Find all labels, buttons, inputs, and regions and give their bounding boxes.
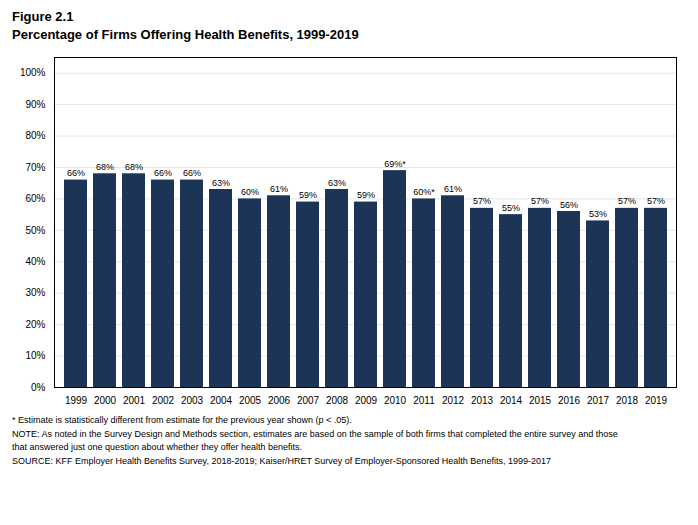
svg-text:2011: 2011 xyxy=(413,395,435,406)
svg-text:0%: 0% xyxy=(31,382,46,393)
svg-text:66%: 66% xyxy=(67,168,85,178)
svg-text:59%: 59% xyxy=(357,190,375,200)
svg-text:61%: 61% xyxy=(270,184,288,194)
svg-text:2002: 2002 xyxy=(152,395,175,406)
svg-text:90%: 90% xyxy=(25,99,45,110)
svg-text:2008: 2008 xyxy=(326,395,349,406)
svg-text:69%*: 69%* xyxy=(384,159,406,169)
svg-text:2019: 2019 xyxy=(645,395,668,406)
svg-text:50%: 50% xyxy=(25,225,45,236)
svg-text:55%: 55% xyxy=(502,203,520,213)
svg-text:63%: 63% xyxy=(328,178,346,188)
svg-text:57%: 57% xyxy=(647,196,665,206)
svg-text:2001: 2001 xyxy=(123,395,146,406)
html-text:Figure 2.1: Figure 2.1 xyxy=(12,9,74,24)
svg-text:53%: 53% xyxy=(589,209,607,219)
html-text:SOURCE: KFF Employer Health Be: SOURCE: KFF Employer Health Benefits Sur… xyxy=(12,456,551,467)
svg-text:2012: 2012 xyxy=(442,395,465,406)
svg-text:60%: 60% xyxy=(25,193,45,204)
svg-text:68%: 68% xyxy=(125,162,143,172)
svg-text:2015: 2015 xyxy=(529,395,552,406)
svg-text:80%: 80% xyxy=(25,130,45,141)
svg-text:100%: 100% xyxy=(20,68,46,79)
svg-text:57%: 57% xyxy=(473,196,491,206)
html-text:that answered just one questio: that answered just one question about wh… xyxy=(12,442,302,453)
svg-text:60%*: 60%* xyxy=(413,187,435,197)
svg-text:1999: 1999 xyxy=(65,395,88,406)
svg-text:63%: 63% xyxy=(212,178,230,188)
html-text:Percentage of Firms Offering H: Percentage of Firms Offering Health Bene… xyxy=(12,26,359,42)
svg-text:66%: 66% xyxy=(183,168,201,178)
svg-text:68%: 68% xyxy=(96,162,114,172)
svg-text:61%: 61% xyxy=(444,184,462,194)
svg-text:2005: 2005 xyxy=(239,395,262,406)
html-text:* Estimate is statistically di: * Estimate is statistically different fr… xyxy=(12,415,352,426)
svg-text:57%: 57% xyxy=(618,196,636,206)
svg-text:2004: 2004 xyxy=(210,395,233,406)
html-text:NOTE: As noted in the Survey D: NOTE: As noted in the Survey Design and … xyxy=(12,428,618,439)
svg-text:70%: 70% xyxy=(25,162,45,173)
svg-text:59%: 59% xyxy=(299,190,317,200)
svg-text:20%: 20% xyxy=(25,319,45,330)
svg-text:2014: 2014 xyxy=(500,395,523,406)
svg-text:57%: 57% xyxy=(531,196,549,206)
svg-text:2009: 2009 xyxy=(355,395,378,406)
svg-text:2018: 2018 xyxy=(616,395,639,406)
svg-text:66%: 66% xyxy=(154,168,172,178)
svg-text:2000: 2000 xyxy=(94,395,117,406)
svg-text:2007: 2007 xyxy=(297,395,320,406)
svg-text:2003: 2003 xyxy=(181,395,204,406)
svg-text:10%: 10% xyxy=(25,350,45,361)
svg-text:30%: 30% xyxy=(25,288,45,299)
svg-text:2013: 2013 xyxy=(471,395,494,406)
svg-text:2006: 2006 xyxy=(268,395,291,406)
svg-text:40%: 40% xyxy=(25,256,45,267)
svg-text:60%: 60% xyxy=(241,187,259,197)
svg-text:2017: 2017 xyxy=(587,395,610,406)
svg-text:2010: 2010 xyxy=(384,395,407,406)
svg-text:56%: 56% xyxy=(560,200,578,210)
svg-text:2016: 2016 xyxy=(558,395,581,406)
